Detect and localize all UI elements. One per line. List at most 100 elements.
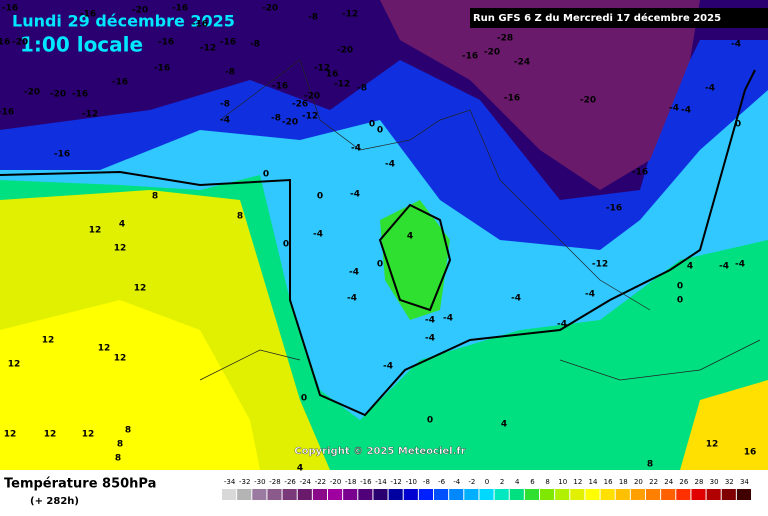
contour-label: -4: [220, 116, 230, 126]
scale-swatch: [676, 489, 691, 500]
scale-swatch: [721, 489, 736, 500]
contour-label: 16: [0, 38, 10, 48]
run-box: [470, 8, 768, 28]
contour-label: -4: [349, 268, 359, 278]
contour-label: -4: [347, 294, 357, 304]
scale-label: 26: [679, 478, 688, 486]
contour-label: -26: [292, 100, 308, 110]
scale-label: -34: [224, 478, 236, 486]
contour-label: -4: [557, 320, 567, 330]
contour-label: -4: [383, 362, 393, 372]
contour-label: -16: [172, 4, 188, 14]
contour-label: 4: [501, 420, 507, 430]
coastline: [199, 59, 761, 381]
contour-label: 0: [377, 126, 383, 136]
scale-label: 22: [649, 478, 658, 486]
scale-label: -22: [315, 478, 326, 486]
contour-label: -16: [192, 20, 208, 30]
contour-label: -16: [220, 38, 236, 48]
scale-swatch: [585, 489, 600, 500]
warm-east: [680, 380, 768, 470]
contour-label: -28: [497, 34, 513, 44]
contour-label: 12: [114, 354, 127, 364]
contour-label: 16: [326, 70, 339, 80]
contour-label: -16: [0, 108, 14, 118]
contour-label: -24: [514, 58, 530, 68]
scale-label: -4: [453, 478, 461, 486]
contour-label: 12: [134, 284, 147, 294]
contour-label: 0: [301, 394, 307, 404]
scale-label: -28: [269, 478, 280, 486]
scale-label: -8: [423, 478, 430, 486]
scale-label: -12: [390, 478, 401, 486]
scale-swatch: [403, 489, 418, 500]
contour-label: -16: [504, 94, 520, 104]
contour-label: -16: [462, 52, 478, 62]
scale-swatch: [646, 489, 661, 500]
contour-label: -4: [735, 260, 745, 270]
scale-label: 28: [695, 478, 704, 486]
scale-label: -30: [254, 478, 265, 486]
contour-label: -4: [313, 230, 323, 240]
scale-swatch: [479, 489, 494, 500]
scale-swatch: [312, 489, 327, 500]
scale-label: 2: [500, 478, 504, 486]
contour-label: -4: [719, 262, 729, 272]
scale-label: 0: [485, 478, 489, 486]
run-info: Run GFS 6 Z du Mercredi 17 décembre 2025: [473, 12, 721, 24]
scale-swatch: [434, 489, 449, 500]
contour-label: 12: [82, 430, 95, 440]
purple-core: [380, 0, 700, 190]
contour-label: 0: [263, 170, 269, 180]
contour-label: -12: [200, 44, 216, 54]
scale-swatch: [418, 489, 433, 500]
scale-label: 30: [710, 478, 719, 486]
contour-label: -4: [731, 40, 741, 50]
scale-swatch: [388, 489, 403, 500]
contour-label: -16: [158, 38, 174, 48]
scale-swatch: [343, 489, 358, 500]
contour-label: -4: [705, 84, 715, 94]
contour-label: -8: [271, 114, 281, 124]
scale-label: -10: [406, 478, 417, 486]
contour-label: -20: [337, 46, 353, 56]
valid-date: Lundi 29 décembre 2025: [12, 12, 235, 31]
contour-label: -12: [592, 260, 608, 270]
contour-label: 8: [647, 460, 653, 470]
scale-label: -16: [360, 478, 372, 486]
contour-label: -16: [80, 10, 96, 20]
contour-label: -4: [681, 106, 691, 116]
contour-label: 16: [744, 448, 757, 458]
contour-label: 8: [237, 212, 243, 222]
scale-swatch: [600, 489, 615, 500]
scale-swatch: [706, 489, 721, 500]
scale-label: 4: [515, 478, 520, 486]
scale-swatch: [736, 489, 751, 500]
scale-label: 6: [530, 478, 535, 486]
contour-label: 12: [89, 226, 102, 236]
contour-label: -8: [220, 100, 230, 110]
contour-label: -20: [132, 6, 148, 16]
contour-label: -4: [425, 316, 435, 326]
contour-label: -12: [302, 112, 318, 122]
contour-label: -20: [304, 92, 320, 102]
scale-swatch: [615, 489, 630, 500]
contour-label: -8: [250, 40, 260, 50]
contour-label: -4: [669, 104, 679, 114]
scale-swatch: [449, 489, 464, 500]
contour-label: 12: [44, 430, 57, 440]
field-title: Température 850hPa: [4, 477, 156, 492]
contour-label: 0: [377, 260, 383, 270]
scale-label: 34: [740, 478, 749, 486]
scale-label: 12: [573, 478, 582, 486]
contour-label: 0: [283, 240, 289, 250]
scale-label: 8: [545, 478, 549, 486]
contour-label: -4: [585, 290, 595, 300]
contour-label: 0: [317, 192, 323, 202]
valid-time: 1:00 locale: [20, 33, 143, 57]
contour-label: -12: [342, 10, 358, 20]
contour-label: 0: [735, 120, 741, 130]
contour-label: 4: [407, 232, 413, 242]
contour-label: 12: [98, 344, 111, 354]
